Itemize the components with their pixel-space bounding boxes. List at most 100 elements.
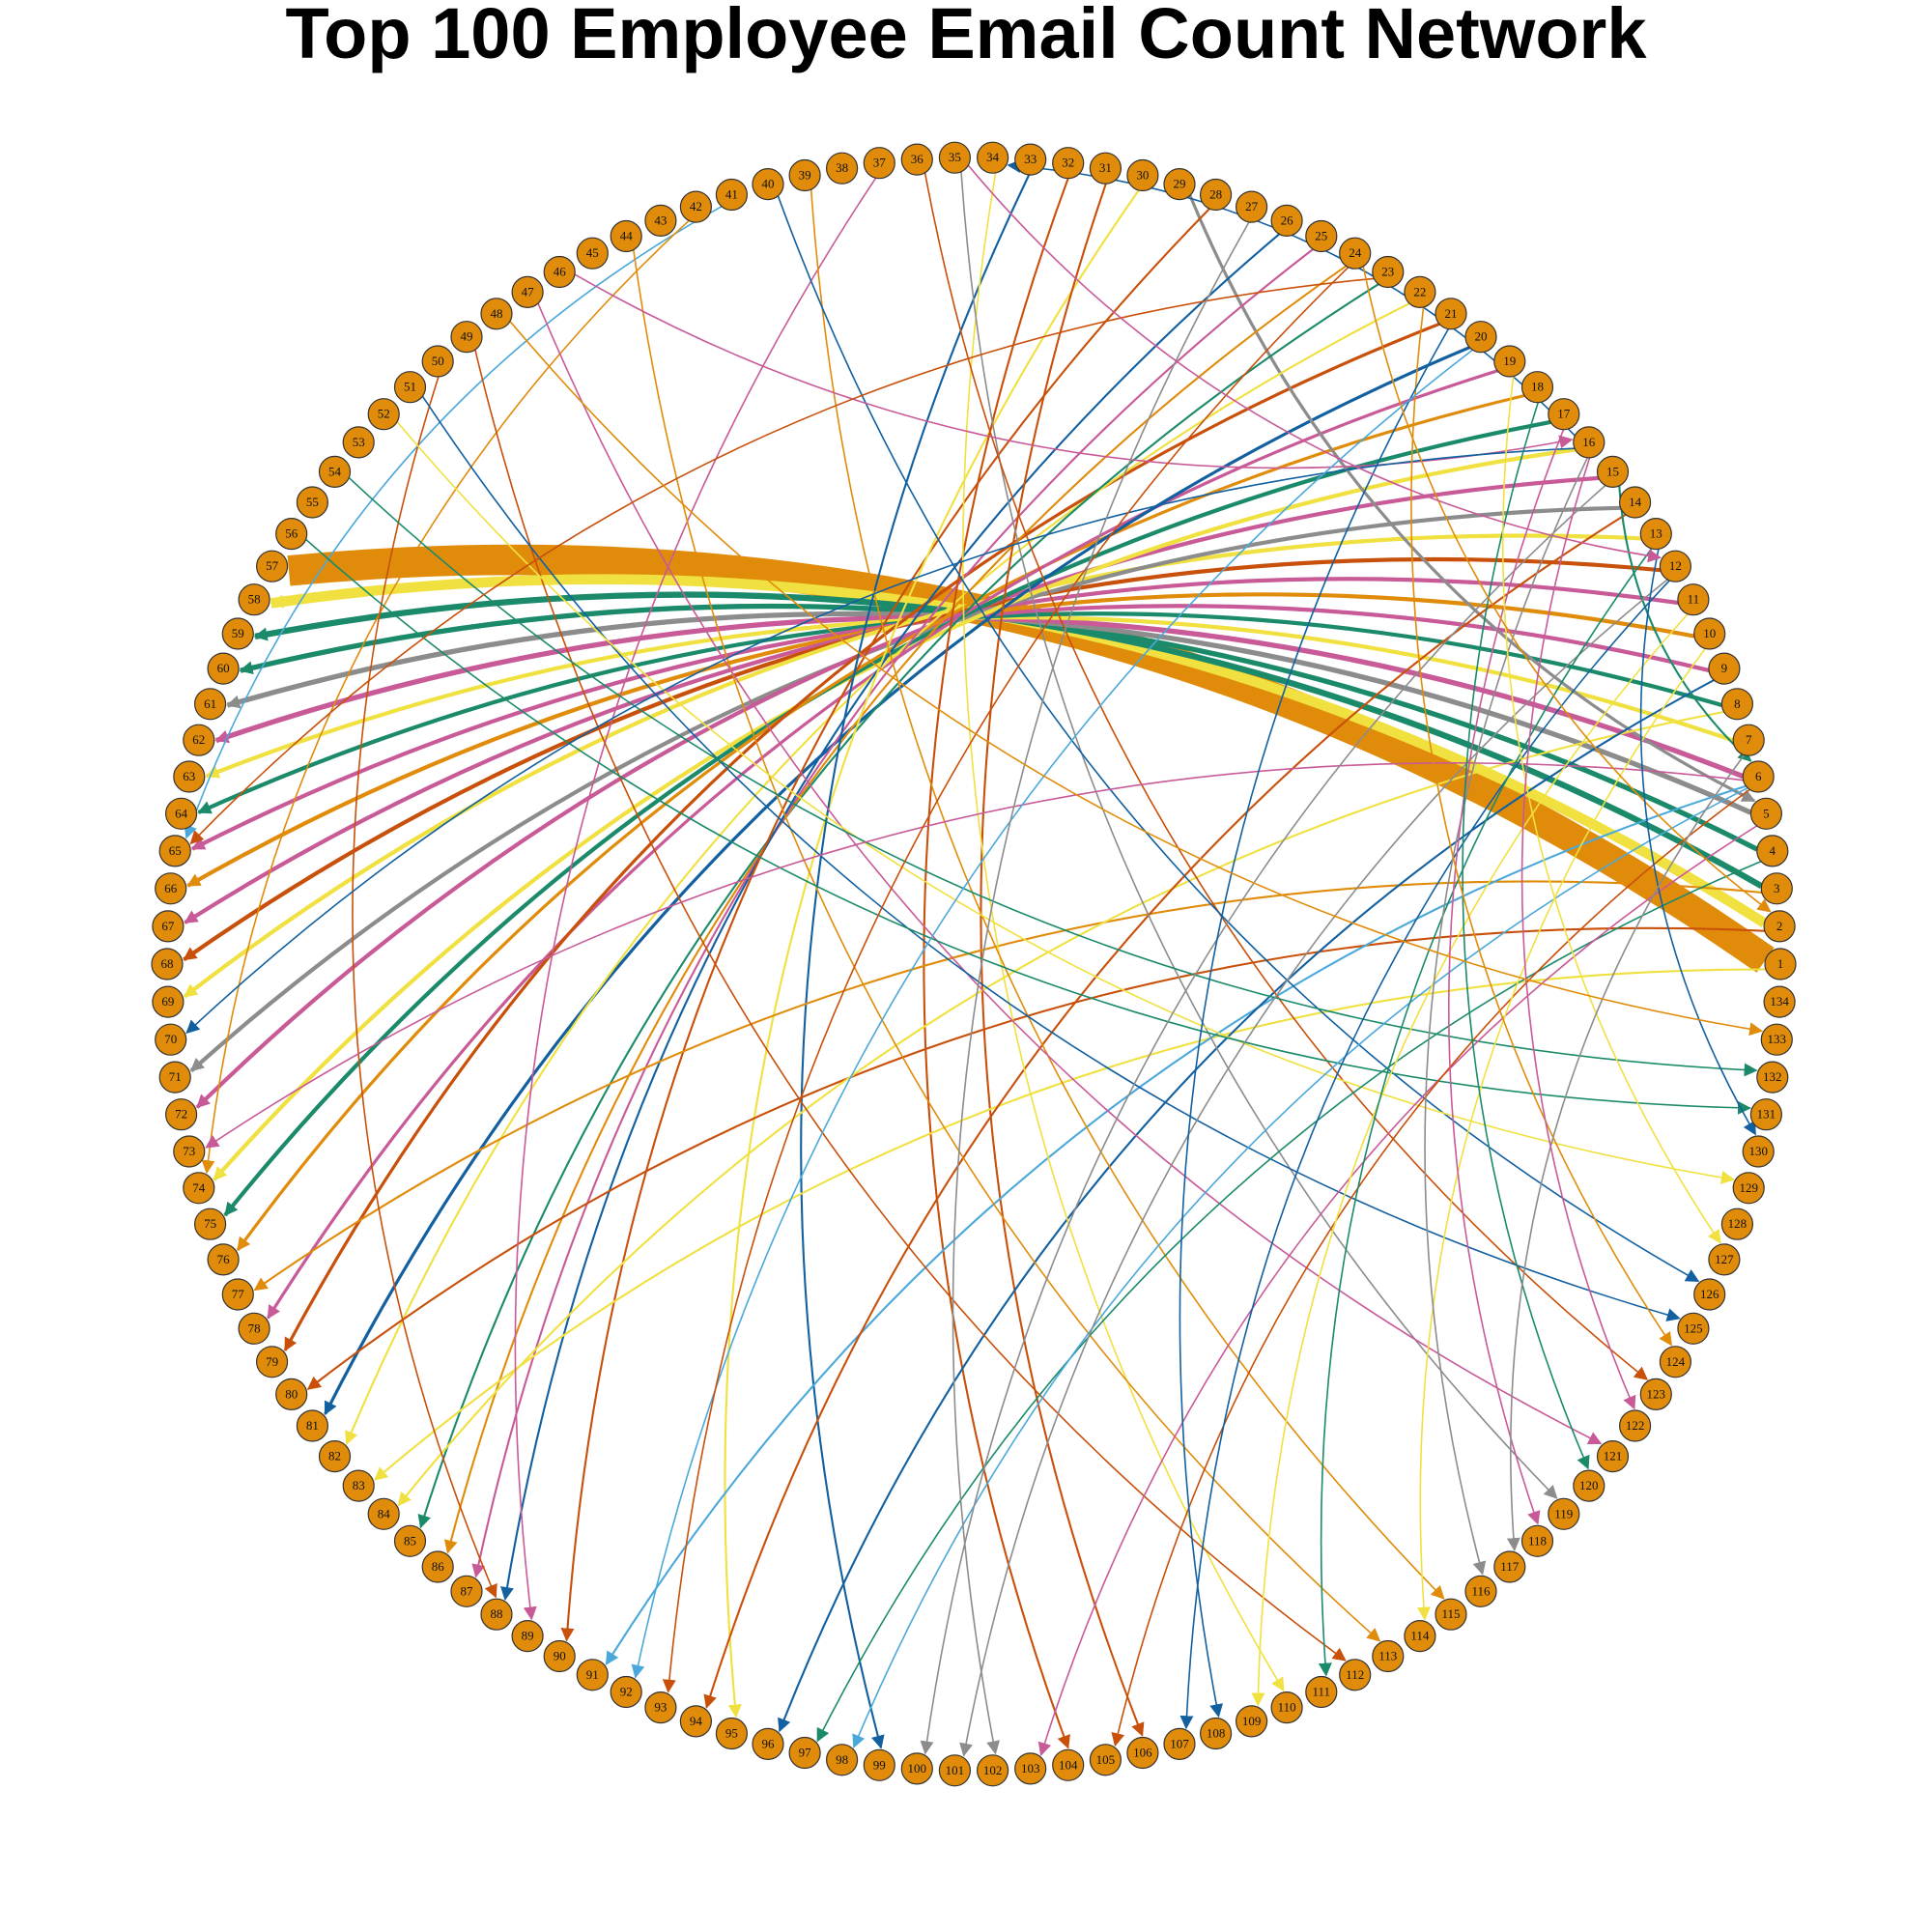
edge-39-115 (810, 189, 1445, 1600)
node-circle (1235, 190, 1268, 223)
node-label: 33 (1024, 152, 1037, 166)
node-118: 118 (1520, 1524, 1554, 1557)
edge-48-133 (509, 321, 1764, 1037)
node-label: 99 (873, 1757, 886, 1772)
node-122: 122 (1618, 1409, 1652, 1442)
edge-2-80 (306, 926, 1765, 1390)
node-label: 57 (266, 558, 279, 573)
edge-1-83 (374, 968, 1767, 1481)
node-label: 126 (1700, 1287, 1719, 1301)
node-circle (1618, 486, 1652, 519)
edge-52-129 (396, 421, 1735, 1184)
node-label: 42 (690, 199, 702, 213)
node-circle (1677, 1312, 1710, 1345)
node-label: 65 (169, 843, 182, 858)
node-label: 12 (1669, 558, 1682, 573)
node-circle (1052, 147, 1085, 180)
node-label: 77 (232, 1287, 245, 1301)
node-80: 80 (275, 1378, 308, 1411)
node-66: 66 (155, 872, 187, 905)
node-circle (1089, 152, 1122, 185)
edge-15-6 (1618, 485, 1752, 762)
node-label: 110 (1278, 1700, 1296, 1715)
node-label: 81 (306, 1418, 319, 1433)
node-36: 36 (900, 143, 933, 176)
node-120: 120 (1573, 1469, 1605, 1502)
node-circle (752, 168, 784, 201)
node-circle (1732, 724, 1765, 756)
edge-16-122 (1520, 457, 1636, 1410)
node-134: 134 (1763, 985, 1796, 1018)
edge-28-90 (560, 208, 1210, 1642)
node-label: 67 (161, 919, 175, 933)
node-73: 73 (173, 1135, 206, 1168)
node-label: 103 (1021, 1761, 1040, 1776)
node-circle (173, 760, 206, 793)
node-label: 18 (1531, 380, 1544, 394)
edge-13-111 (1318, 548, 1653, 1677)
edge-44-113 (633, 249, 1381, 1642)
node-label: 60 (217, 661, 230, 675)
node-label: 101 (946, 1763, 965, 1777)
edge-19-78 (267, 369, 1498, 1320)
node-label: 73 (183, 1144, 195, 1158)
node-circle (679, 1705, 713, 1738)
node-84: 84 (367, 1497, 400, 1530)
node-123: 123 (1639, 1378, 1672, 1411)
node-circle (1372, 255, 1405, 289)
node-label: 30 (1136, 168, 1149, 183)
node-81: 81 (296, 1409, 328, 1442)
edge-32-104 (923, 178, 1070, 1749)
node-label: 104 (1059, 1757, 1078, 1772)
node-circle (1493, 1550, 1526, 1583)
node-circle (1052, 1748, 1085, 1781)
node-label: 88 (491, 1606, 503, 1621)
node-9: 9 (1708, 652, 1741, 685)
node-label: 93 (654, 1700, 667, 1715)
node-label: 27 (1245, 199, 1259, 213)
node-label: 125 (1684, 1321, 1703, 1335)
node-33: 33 (1014, 143, 1047, 176)
node-circle (165, 1098, 198, 1131)
node-circle (1596, 1439, 1630, 1473)
node-circle (715, 1717, 749, 1750)
node-86: 86 (421, 1550, 454, 1583)
node-71: 71 (158, 1061, 191, 1094)
node-circle (1760, 1023, 1793, 1056)
node-87: 87 (450, 1575, 483, 1607)
node-circle (1372, 1639, 1405, 1673)
node-circle (1126, 158, 1159, 192)
node-28: 28 (1199, 178, 1233, 212)
node-130: 130 (1742, 1135, 1775, 1168)
node-124: 124 (1659, 1346, 1692, 1378)
node-label: 26 (1281, 213, 1294, 227)
node-label: 66 (164, 881, 178, 895)
node-label: 7 (1746, 732, 1752, 747)
node-label: 79 (266, 1354, 278, 1369)
edge-37-89 (514, 177, 877, 1621)
node-circle (644, 1690, 677, 1724)
node-58: 58 (238, 583, 270, 616)
node-5: 5 (1749, 797, 1783, 830)
edge-24-2 (1362, 266, 1772, 913)
node-70: 70 (155, 1023, 187, 1056)
node-circle (238, 583, 270, 616)
node-label: 121 (1604, 1449, 1623, 1463)
node-6: 6 (1742, 760, 1775, 793)
node-circle (1089, 1744, 1122, 1776)
node-circle (1014, 1752, 1047, 1785)
edge-40-126 (777, 195, 1700, 1282)
node-circle (825, 1744, 859, 1776)
node-48: 48 (480, 298, 513, 330)
node-circle (207, 1243, 240, 1276)
edge-54-132 (348, 477, 1758, 1077)
node-circle (367, 398, 400, 431)
edge-18-120 (1462, 402, 1590, 1470)
node-label: 109 (1242, 1714, 1262, 1728)
node-60: 60 (207, 652, 240, 685)
node-label: 59 (232, 626, 244, 640)
node-133: 133 (1760, 1023, 1793, 1056)
node-circle (480, 1598, 513, 1631)
node-label: 129 (1739, 1180, 1758, 1195)
